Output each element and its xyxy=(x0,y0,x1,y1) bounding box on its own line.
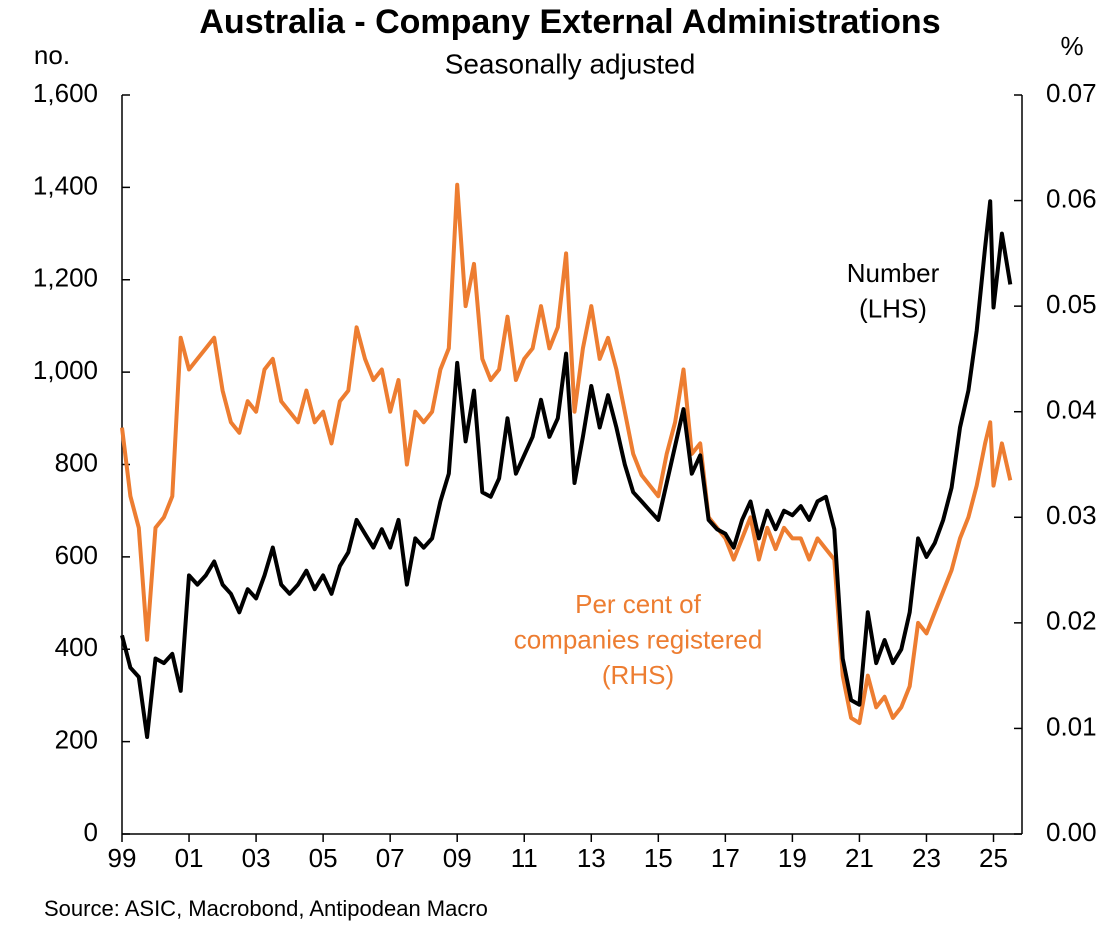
annotation: (RHS) xyxy=(602,660,674,690)
y-tick-label: 600 xyxy=(55,540,98,570)
y-tick-label: 400 xyxy=(55,632,98,662)
y2-tick-label: 0.05 xyxy=(1046,289,1097,319)
y-tick-label: 0 xyxy=(84,817,98,847)
y2-tick-label: 0.06 xyxy=(1046,183,1097,213)
y-axis-label: no. xyxy=(34,40,70,70)
x-tick-label: 17 xyxy=(711,843,740,873)
annotation: Number xyxy=(847,258,940,288)
series-line xyxy=(120,182,1013,726)
y2-axis-label: % xyxy=(1060,31,1083,61)
x-tick-label: 23 xyxy=(912,843,941,873)
x-tick-label: 99 xyxy=(108,843,137,873)
y2-tick-label: 0.01 xyxy=(1046,711,1097,741)
y-tick-label: 1,400 xyxy=(33,170,98,200)
chart-subtitle: Seasonally adjusted xyxy=(445,48,696,79)
y-tick-label: 1,000 xyxy=(33,355,98,385)
x-tick-label: 09 xyxy=(443,843,472,873)
source: Source: ASIC, Macrobond, Antipodean Macr… xyxy=(44,896,488,921)
y2-tick-label: 0.00 xyxy=(1046,817,1097,847)
y2-tick-label: 0.07 xyxy=(1046,78,1097,108)
y-tick-label: 200 xyxy=(55,725,98,755)
y-tick-label: 800 xyxy=(55,447,98,477)
series-line xyxy=(120,199,1013,739)
x-tick-label: 19 xyxy=(778,843,807,873)
x-tick-label: 11 xyxy=(511,843,538,873)
annotation: Per cent of xyxy=(575,589,702,619)
x-tick-label: 01 xyxy=(175,843,204,873)
y-tick-label: 1,600 xyxy=(33,78,98,108)
chart-title: Australia - Company External Administrat… xyxy=(199,3,940,41)
annotation: (LHS) xyxy=(859,293,927,323)
x-tick-label: 05 xyxy=(309,843,338,873)
y-tick-label: 1,200 xyxy=(33,263,98,293)
x-tick-label: 15 xyxy=(644,843,673,873)
x-tick-label: 13 xyxy=(577,843,606,873)
y2-tick-label: 0.02 xyxy=(1046,606,1097,636)
annotation: companies registered xyxy=(514,624,763,654)
x-tick-label: 03 xyxy=(242,843,271,873)
x-tick-label: 25 xyxy=(979,843,1008,873)
y2-tick-label: 0.03 xyxy=(1046,500,1097,530)
x-tick-label: 21 xyxy=(845,843,874,873)
x-tick-label: 07 xyxy=(376,843,405,873)
y2-tick-label: 0.04 xyxy=(1046,395,1097,425)
